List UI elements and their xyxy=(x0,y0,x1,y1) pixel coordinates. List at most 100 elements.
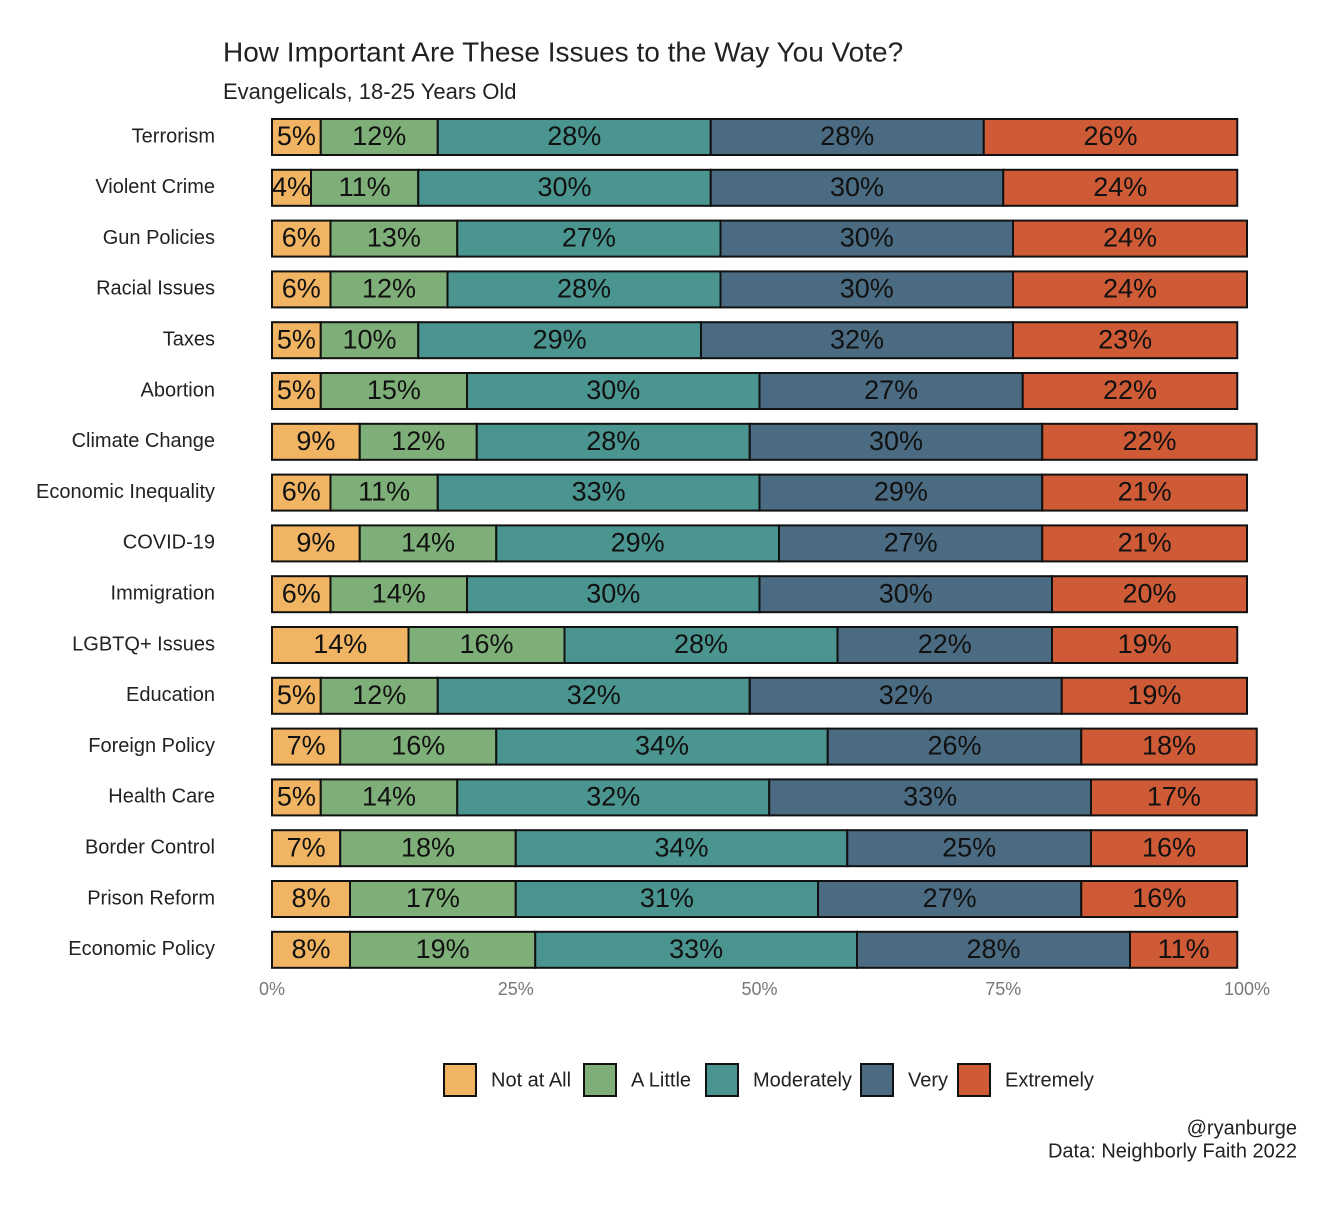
bar-segment xyxy=(719,219,1014,258)
data-label: 16% xyxy=(1142,832,1196,862)
bar-segment xyxy=(271,930,351,969)
data-label: 27% xyxy=(562,223,616,253)
data-label: 14% xyxy=(362,782,416,812)
data-label: 8% xyxy=(291,934,330,964)
data-label: 24% xyxy=(1093,172,1147,202)
data-label: 16% xyxy=(459,629,513,659)
data-label: 33% xyxy=(669,934,723,964)
y-tick-label: Abortion xyxy=(141,379,216,401)
data-label: 21% xyxy=(1118,528,1172,558)
data-label: 18% xyxy=(1142,731,1196,761)
data-label: 9% xyxy=(296,426,335,456)
bar-segment xyxy=(319,778,459,817)
bar-segment xyxy=(563,626,839,664)
data-label: 30% xyxy=(586,578,640,608)
bar-segment xyxy=(271,118,322,156)
data-label: 19% xyxy=(1118,629,1172,659)
data-label: 27% xyxy=(923,883,977,913)
bar-segment xyxy=(1090,778,1258,817)
data-label: 13% xyxy=(367,223,421,253)
data-label: 19% xyxy=(1127,680,1181,710)
data-label: 29% xyxy=(874,477,928,507)
bar-segment xyxy=(817,880,1083,918)
y-tick-label: Climate Change xyxy=(72,430,215,452)
bar-segment xyxy=(1041,524,1248,563)
y-tick-label: Violent Crime xyxy=(95,176,215,198)
y-tick-label: LGBTQ+ Issues xyxy=(72,633,215,655)
data-label: 14% xyxy=(313,629,367,659)
y-tick-label: Border Control xyxy=(85,836,215,858)
bar-segment xyxy=(768,778,1092,817)
data-label: 28% xyxy=(820,121,874,151)
bar-segment xyxy=(456,219,722,258)
bar-segment xyxy=(1060,676,1248,715)
data-label: 7% xyxy=(287,832,326,862)
data-label: 17% xyxy=(406,883,460,913)
x-tick-label: 75% xyxy=(985,979,1021,999)
data-label: 28% xyxy=(586,426,640,456)
y-tick-label: Gun Policies xyxy=(103,227,215,249)
bar-segment xyxy=(271,778,322,817)
bar-segment xyxy=(846,829,1092,868)
bar-segment xyxy=(982,118,1239,156)
y-tick-label: Education xyxy=(126,684,215,706)
data-label: 32% xyxy=(830,324,884,354)
bar-segment xyxy=(329,219,459,258)
data-label: 6% xyxy=(282,223,321,253)
data-label: 11% xyxy=(339,172,391,202)
chart-subtitle: Evangelicals, 18-25 Years Old xyxy=(223,79,517,104)
data-label: 29% xyxy=(533,324,587,354)
bar-segment xyxy=(271,321,322,360)
data-label: 31% xyxy=(640,883,694,913)
data-label: 33% xyxy=(572,477,626,507)
bar-segment xyxy=(271,575,332,614)
data-label: 24% xyxy=(1103,223,1157,253)
data-label: 27% xyxy=(864,375,918,405)
data-label: 5% xyxy=(277,680,316,710)
bar-segment xyxy=(466,372,761,410)
legend-label: Not at All xyxy=(491,1069,571,1091)
data-label: 19% xyxy=(416,934,470,964)
bar-segment xyxy=(1012,321,1239,360)
bar-segment xyxy=(1002,168,1239,207)
data-label: 30% xyxy=(879,578,933,608)
bar-segment xyxy=(417,321,702,360)
data-label: 5% xyxy=(277,324,316,354)
data-label: 33% xyxy=(903,782,957,812)
data-label: 14% xyxy=(372,578,426,608)
bar-segment xyxy=(271,676,322,715)
legend-label: Moderately xyxy=(753,1069,852,1091)
data-label: 7% xyxy=(287,731,326,761)
y-tick-label: Racial Issues xyxy=(96,278,215,300)
data-label: 32% xyxy=(879,680,933,710)
bar-segment xyxy=(1041,473,1248,512)
data-label: 11% xyxy=(1158,934,1210,964)
x-tick-label: 50% xyxy=(741,979,777,999)
bar-segment xyxy=(417,168,712,207)
bar-segment xyxy=(836,626,1053,664)
legend-swatch xyxy=(705,1063,739,1097)
data-label: 5% xyxy=(277,375,316,405)
bar-segment xyxy=(271,422,361,461)
data-label: 27% xyxy=(884,528,938,558)
data-label: 29% xyxy=(611,528,665,558)
data-label: 30% xyxy=(840,223,894,253)
bar-segment xyxy=(329,270,449,309)
data-label: 10% xyxy=(342,324,396,354)
bar-segment xyxy=(709,168,1005,207)
legend-swatch xyxy=(860,1063,894,1097)
data-label: 24% xyxy=(1103,274,1157,304)
data-label: 26% xyxy=(927,731,981,761)
data-label: 18% xyxy=(401,832,455,862)
y-tick-label: Terrorism xyxy=(132,125,215,147)
data-label: 28% xyxy=(557,274,611,304)
data-label: 12% xyxy=(362,274,416,304)
bar-segment xyxy=(271,727,342,766)
bar-segment xyxy=(758,372,1024,410)
data-label: 4% xyxy=(272,172,311,202)
bar-segment xyxy=(339,727,498,766)
bar-segment xyxy=(514,880,819,918)
bar-segment xyxy=(436,118,712,156)
bar-segment xyxy=(514,829,849,868)
